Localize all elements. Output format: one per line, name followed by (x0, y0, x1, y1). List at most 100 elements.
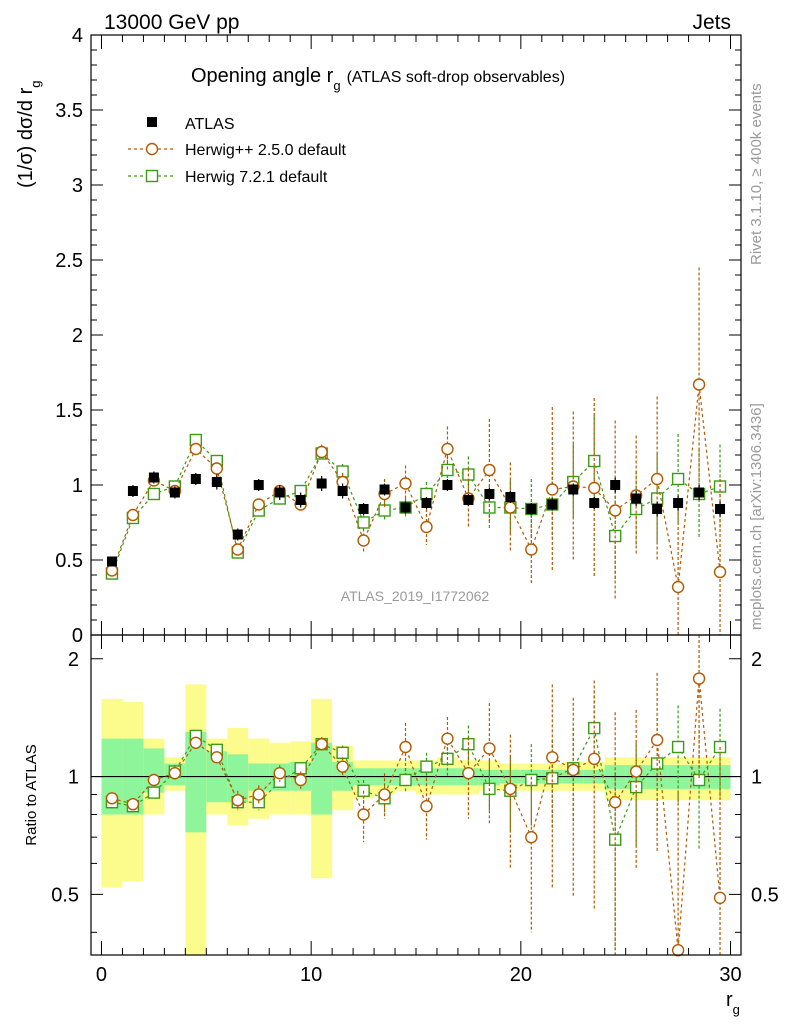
ratio-x-axis: 0 10 20 30 (96, 635, 742, 986)
main-y-tick-label: 0 (72, 625, 83, 647)
main-point-atlas (421, 498, 432, 508)
x-tick-label: 0 (96, 964, 107, 986)
chart-title-sub: g (333, 78, 340, 93)
main-point-atlas (589, 498, 600, 508)
ratio-point-herwig7 (671, 740, 685, 754)
ratio-y-tick-label-right: 1 (751, 767, 762, 789)
ratio-point-herwigpp (210, 751, 224, 764)
main-point-herwigpp (588, 481, 601, 495)
main-point-atlas (190, 474, 201, 484)
ratio-point-herwigpp (294, 773, 307, 787)
x-tick-label: 20 (510, 964, 532, 986)
ratio-point-herwigpp (525, 830, 538, 844)
main-series (105, 267, 727, 635)
main-point-atlas (694, 487, 705, 498)
main-point-atlas (379, 484, 390, 495)
main-y-tick-label: 2.5 (55, 250, 83, 272)
ratio-point-herwigpp (567, 763, 580, 777)
main-point-atlas (337, 486, 348, 496)
main-point-herwigpp (483, 463, 496, 477)
ratio-y-tick-label: 1 (68, 767, 79, 789)
main-point-atlas (127, 486, 138, 496)
main-point-atlas (316, 478, 327, 489)
ratio-point-herwigpp (713, 891, 727, 905)
main-y-tick-label: 1 (72, 475, 83, 497)
main-line-herwig7 (111, 438, 721, 574)
main-point-atlas (400, 502, 411, 513)
main-point-atlas (211, 477, 222, 487)
main-point-atlas (715, 504, 726, 514)
ratio-point-herwigpp (336, 760, 349, 773)
main-point-herwigpp (189, 442, 203, 456)
main-point-atlas (547, 499, 558, 510)
ratio-point-herwigpp (189, 736, 203, 749)
legend-item-herwigpp: Herwig++ 2.5.0 default (128, 142, 347, 159)
ratio-y-tick-label: 0.5 (51, 884, 79, 906)
main-point-herwig7 (441, 463, 454, 477)
main-point-atlas (253, 480, 264, 490)
ratio-series-herwigpp (105, 635, 727, 957)
ratio-y-tick-label-right: 0.5 (751, 884, 779, 906)
main-series-atlas (106, 471, 726, 567)
main-point-herwigpp (210, 462, 224, 475)
x-tick-label: 10 (300, 964, 322, 986)
main-point-herwigpp (692, 378, 706, 391)
main-point-herwigpp (231, 543, 244, 556)
ratio-point-herwigpp (546, 751, 559, 764)
ratio-point-herwigpp (650, 733, 664, 747)
main-y-tick-label: 4 (72, 25, 83, 47)
main-y-tick-label: 3.5 (55, 100, 83, 122)
main-point-herwigpp (252, 498, 265, 511)
ratio-point-herwigpp (608, 796, 622, 809)
main-point-herwigpp (504, 501, 517, 514)
legend-label-atlas: ATLAS (185, 116, 235, 133)
ratio-point-herwigpp (671, 944, 685, 957)
ratio-series (105, 635, 727, 957)
rivet-label: Rivet 3.1.10, ≥ 400k events (748, 83, 765, 265)
x-axis-label: rg (726, 989, 740, 1017)
main-x-axis (100, 35, 732, 635)
legend-label-herwig7: Herwig 7.2.1 default (185, 169, 328, 186)
main-panel: 0 0.5 1 1.5 2 2.5 3 3.5 4 ATLAS_2019_I1772062 Op… (55, 25, 742, 647)
ratio-y-tick-label: 2 (68, 649, 79, 671)
main-line-herwigpp (111, 384, 721, 588)
main-point-herwigpp (546, 483, 559, 496)
main-point-atlas (232, 529, 243, 540)
main-point-herwigpp (441, 442, 454, 456)
analysis-label: ATLAS_2019_I1772062 (341, 588, 490, 604)
ratio-point-herwig7 (399, 773, 412, 787)
chart-title-rest: (ATLAS soft-drop observables) (347, 69, 565, 86)
legend-label-herwigpp: Herwig++ 2.5.0 default (185, 142, 347, 159)
ratio-point-herwigpp (462, 767, 475, 780)
ratio-point-herwigpp (692, 672, 706, 685)
ratio-point-herwigpp (252, 788, 265, 801)
ratio-point-herwigpp (168, 767, 182, 780)
main-point-herwigpp (105, 564, 119, 577)
ratio-point-herwigpp (420, 800, 433, 813)
ratio-point-herwigpp (315, 737, 328, 751)
ratio-y-axis: 0.5 1 2 0.5 1 2 (51, 649, 779, 933)
process-label: Jets (692, 11, 731, 34)
main-point-atlas (526, 504, 537, 514)
main-y-axis-label-sub: g (28, 81, 43, 88)
main-point-herwigpp (713, 565, 727, 579)
ratio-point-herwigpp (483, 742, 496, 755)
ratio-point-herwigpp (441, 732, 454, 745)
main-point-herwigpp (315, 445, 328, 459)
ratio-band-inner (185, 731, 207, 833)
main-point-atlas (169, 487, 180, 498)
ratio-y-axis-label: Ratio to ATLAS (23, 744, 40, 845)
main-point-herwigpp (650, 472, 664, 486)
ratio-point-herwigpp (588, 752, 601, 766)
main-point-atlas (610, 480, 621, 490)
ratio-point-herwigpp (147, 773, 161, 787)
main-y-axis-label-main: (1/σ) dσ/d r (15, 87, 37, 188)
x-tick-label: 30 (719, 964, 741, 986)
main-y-axis: 0 0.5 1 1.5 2 2.5 3 3.5 4 (55, 25, 741, 647)
legend: ATLAS Herwig++ 2.5.0 default Herwig 7.2.… (128, 116, 347, 186)
main-y-tick-label: 2 (72, 325, 83, 347)
chart-title-main: Opening angle r (191, 65, 334, 87)
ratio-point-herwig7 (525, 773, 538, 787)
mcplots-label: mcplots.cern.ch [arXiv:1306.3436] (748, 403, 765, 630)
